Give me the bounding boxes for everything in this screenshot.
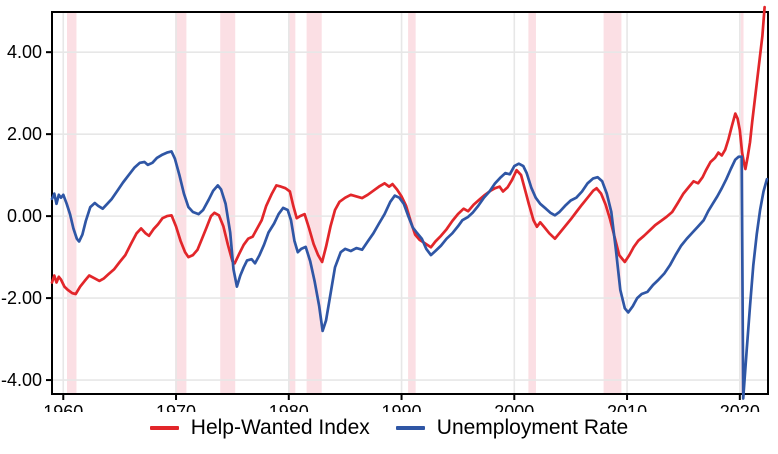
chart-legend: Help-Wanted Index Unemployment Rate <box>0 416 778 440</box>
x-tick-label: 1980 <box>269 402 309 412</box>
y-tick-label: 4.00 <box>7 42 42 62</box>
recession-band <box>220 12 236 394</box>
recession-band <box>306 12 322 394</box>
legend-key-blue-line <box>395 426 425 430</box>
recession-band <box>175 12 187 394</box>
y-tick-label: 0.00 <box>7 206 42 226</box>
legend-label: Help-Wanted Index <box>190 416 370 439</box>
y-tick-label: -2.00 <box>1 288 42 308</box>
recession-band <box>66 12 77 394</box>
series-line-unemployment-rate <box>50 150 769 400</box>
chart-plot-area: 4.00 2.00 0.00 -2.00 -4.00 1960 1970 1980 1990 20… <box>1 5 769 412</box>
x-tick-label: 2020 <box>720 402 760 412</box>
legend-key-red-line <box>149 426 179 430</box>
legend-label: Unemployment Rate <box>436 416 629 439</box>
legend-item-help-wanted: Help-Wanted Index <box>149 416 370 440</box>
x-tick-label: 1960 <box>43 402 83 412</box>
y-tick-label: -4.00 <box>1 370 42 390</box>
x-tick-label: 1990 <box>382 402 422 412</box>
recession-band <box>528 12 536 394</box>
plot-border <box>51 11 769 395</box>
legend-item-unemployment: Unemployment Rate <box>395 416 629 440</box>
recession-band <box>408 12 416 394</box>
x-tick-label: 2010 <box>607 402 647 412</box>
x-tick-label: 2000 <box>494 402 534 412</box>
y-tick-label: 2.00 <box>7 124 42 144</box>
x-tick-label: 1970 <box>156 402 196 412</box>
